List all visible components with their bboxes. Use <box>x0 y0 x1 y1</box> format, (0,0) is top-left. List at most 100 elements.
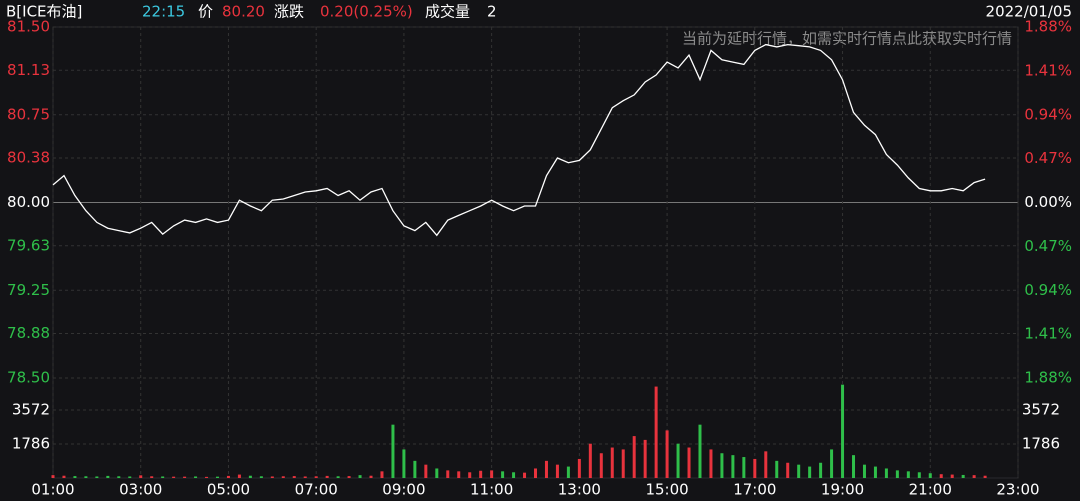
volume-bar <box>172 476 176 478</box>
y-tick-label: 79.63 <box>7 236 50 254</box>
volume-bar <box>73 476 77 478</box>
volume-bar <box>610 447 614 478</box>
volume-bar <box>895 470 899 478</box>
volume-bar <box>183 476 187 478</box>
price-label: 价 <box>198 3 213 21</box>
volume-bar <box>797 464 801 478</box>
y2-tick-label: 1.41% <box>1024 61 1072 79</box>
volume-bar <box>194 476 198 478</box>
volume-bar <box>347 476 351 478</box>
volume-bar <box>555 464 559 478</box>
volume-bar <box>884 468 888 478</box>
y2-tick-label: 0.47% <box>1024 149 1072 167</box>
volume-bar <box>939 474 943 478</box>
volume-bar <box>117 476 121 478</box>
volume-bar <box>490 470 494 478</box>
volume-bar <box>128 476 132 478</box>
volume-bar <box>237 474 241 478</box>
y-tick-label: 81.13 <box>7 61 50 79</box>
volume-bar <box>457 471 461 478</box>
volume-bar <box>424 464 428 478</box>
volume-bar <box>270 476 274 478</box>
volume-bar <box>841 384 845 478</box>
volume-bar <box>983 475 987 478</box>
volume-bar <box>544 460 548 478</box>
volume-bar <box>906 471 910 478</box>
y2-tick-label: 0.00% <box>1024 193 1072 211</box>
volume-bar <box>512 472 516 478</box>
y-tick-label: 80.00 <box>7 193 50 211</box>
volume-bar <box>259 476 263 478</box>
y-tick-label: 81.50 <box>7 18 50 36</box>
volume-bar <box>753 458 757 478</box>
delay-notice[interactable]: 当前为延时行情，如需实时行情点此获取实时行情 <box>682 30 1012 48</box>
volume-bar <box>161 476 165 478</box>
volume-bar <box>248 475 252 478</box>
symbol: B[ICE布油] <box>6 3 82 21</box>
volume-bar <box>402 449 406 478</box>
volume-bar <box>917 472 921 478</box>
y-tick-label: 79.25 <box>7 281 50 299</box>
volume-bar <box>928 473 932 478</box>
volume-bar <box>62 475 66 478</box>
volume-bar <box>106 475 110 478</box>
volume-bar <box>588 443 592 478</box>
x-tick-label: 01:00 <box>31 481 74 499</box>
y-tick-label: 78.50 <box>7 369 50 387</box>
price: 80.20 <box>222 3 265 21</box>
time: 22:15 <box>142 3 185 21</box>
x-tick-label: 05:00 <box>207 481 250 499</box>
date: 2022/01/05 <box>986 3 1072 21</box>
volume-bar <box>523 472 527 478</box>
x-tick-label: 13:00 <box>558 481 601 499</box>
volume-bar <box>731 455 735 478</box>
volume-bar <box>336 476 340 478</box>
volume-bar <box>391 424 395 478</box>
y-tick-label: 80.38 <box>7 149 50 167</box>
volume-bar <box>775 460 779 478</box>
x-tick-label: 07:00 <box>295 481 338 499</box>
volume-bar <box>676 443 680 478</box>
y-tick-label: 80.75 <box>7 105 50 123</box>
volume-bar <box>961 474 965 478</box>
volume-bar <box>819 462 823 478</box>
y2-tick-label: 0.47% <box>1024 237 1072 255</box>
volume-bar <box>764 451 768 478</box>
x-tick-label: 03:00 <box>119 481 162 499</box>
y2-tick-label: 1.88% <box>1024 369 1072 387</box>
volume-bar <box>303 476 307 478</box>
volume-bar <box>479 470 483 478</box>
volume-bar <box>665 430 669 478</box>
y2-tick-label: 1786 <box>1022 434 1060 452</box>
x-tick-label: 21:00 <box>909 481 952 499</box>
volume-bar <box>139 475 143 478</box>
x-tick-label: 11:00 <box>470 481 513 499</box>
volume-bar <box>808 466 812 478</box>
volume-bar <box>709 449 713 478</box>
volume-bar <box>852 455 856 478</box>
volume-bar <box>742 457 746 478</box>
volume-bar <box>698 424 702 478</box>
y2-tick-label: 0.94% <box>1024 105 1072 123</box>
volume-bar <box>325 475 329 478</box>
y2-tick-label: 3572 <box>1022 400 1060 418</box>
volume-bar <box>534 468 537 478</box>
y2-tick-label: 1.88% <box>1024 18 1072 36</box>
y-tick-label: 3572 <box>12 400 50 418</box>
x-tick-label: 23:00 <box>996 481 1039 499</box>
volume-bar <box>501 471 505 478</box>
volume-bar <box>621 449 625 478</box>
y-tick-label: 1786 <box>12 434 50 452</box>
volume-bar <box>84 476 88 478</box>
volume-bar <box>358 475 362 478</box>
volume-label: 成交量 <box>425 3 470 21</box>
volume: 2 <box>487 3 497 21</box>
volume-bar <box>786 462 790 478</box>
change: 0.20(0.25%) <box>320 3 413 21</box>
volume-bar <box>292 476 296 478</box>
x-tick-label: 19:00 <box>821 481 864 499</box>
volume-bar <box>446 470 450 478</box>
y2-tick-label: 0.94% <box>1024 281 1072 299</box>
volume-bar <box>150 476 154 478</box>
x-tick-label: 15:00 <box>645 481 688 499</box>
